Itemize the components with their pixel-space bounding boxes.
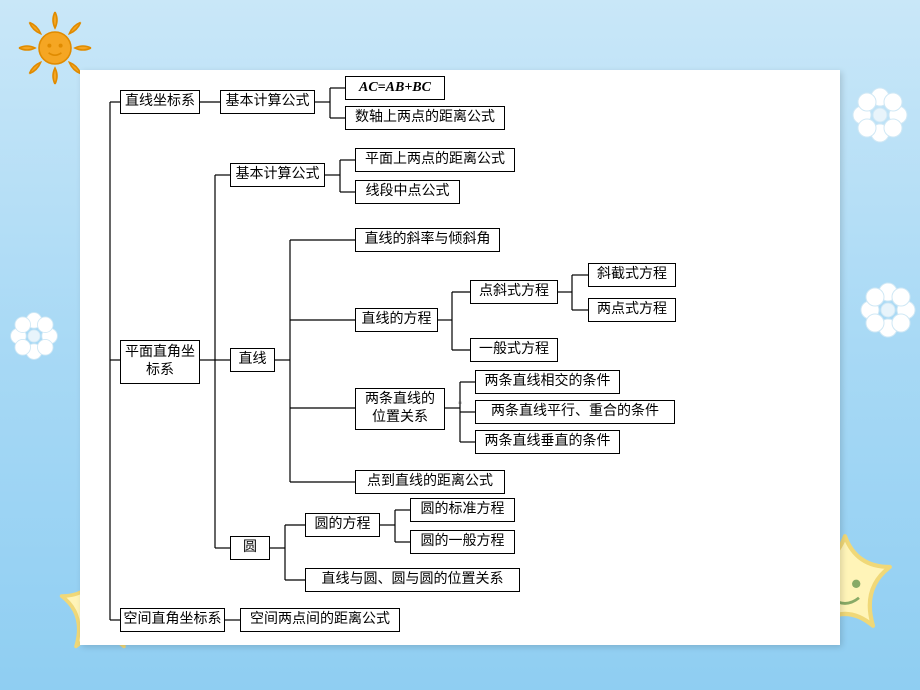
node-line-circle-rel: 直线与圆、圆与圆的位置关系	[305, 568, 520, 592]
node-slope-intercept: 斜截式方程	[588, 263, 676, 287]
node-two-lines-rel: 两条直线的位置关系	[355, 388, 445, 430]
node-point-line-dist: 点到直线的距离公式	[355, 470, 505, 494]
node-space-coord: 空间直角坐标系	[120, 608, 225, 632]
node-slope-angle: 直线的斜率与倾斜角	[355, 228, 500, 252]
node-number-line-dist: 数轴上两点的距离公式	[345, 106, 505, 130]
node-basic-formula-2: 基本计算公式	[230, 163, 325, 187]
node-parallel-cond: 两条直线平行、重合的条件	[475, 400, 675, 424]
node-circle: 圆	[230, 536, 270, 560]
node-line-equation: 直线的方程	[355, 308, 438, 332]
slide-marker-icon: ▪	[452, 395, 468, 411]
node-space-dist: 空间两点间的距离公式	[240, 608, 400, 632]
diagram-panel: 直线坐标系 基本计算公式 AC=AB+BC 数轴上两点的距离公式 平面直角坐标系…	[80, 70, 840, 645]
node-intersect-cond: 两条直线相交的条件	[475, 370, 620, 394]
flower-icon	[850, 85, 910, 145]
node-line-coord: 直线坐标系	[120, 90, 200, 114]
node-general-form: 一般式方程	[470, 338, 558, 362]
node-circle-std: 圆的标准方程	[410, 498, 515, 522]
node-perpendicular-cond: 两条直线垂直的条件	[475, 430, 620, 454]
flower-icon	[858, 280, 918, 340]
node-midpoint: 线段中点公式	[355, 180, 460, 204]
node-line: 直线	[230, 348, 275, 372]
node-circle-general: 圆的一般方程	[410, 530, 515, 554]
node-ac-ab-bc: AC=AB+BC	[345, 76, 445, 100]
node-plane-dist: 平面上两点的距离公式	[355, 148, 515, 172]
node-plane-coord: 平面直角坐标系	[120, 340, 200, 384]
flower-icon	[8, 310, 60, 362]
node-basic-formula-1: 基本计算公式	[220, 90, 315, 114]
node-point-slope: 点斜式方程	[470, 280, 558, 304]
node-circle-eq: 圆的方程	[305, 513, 380, 537]
node-two-point: 两点式方程	[588, 298, 676, 322]
